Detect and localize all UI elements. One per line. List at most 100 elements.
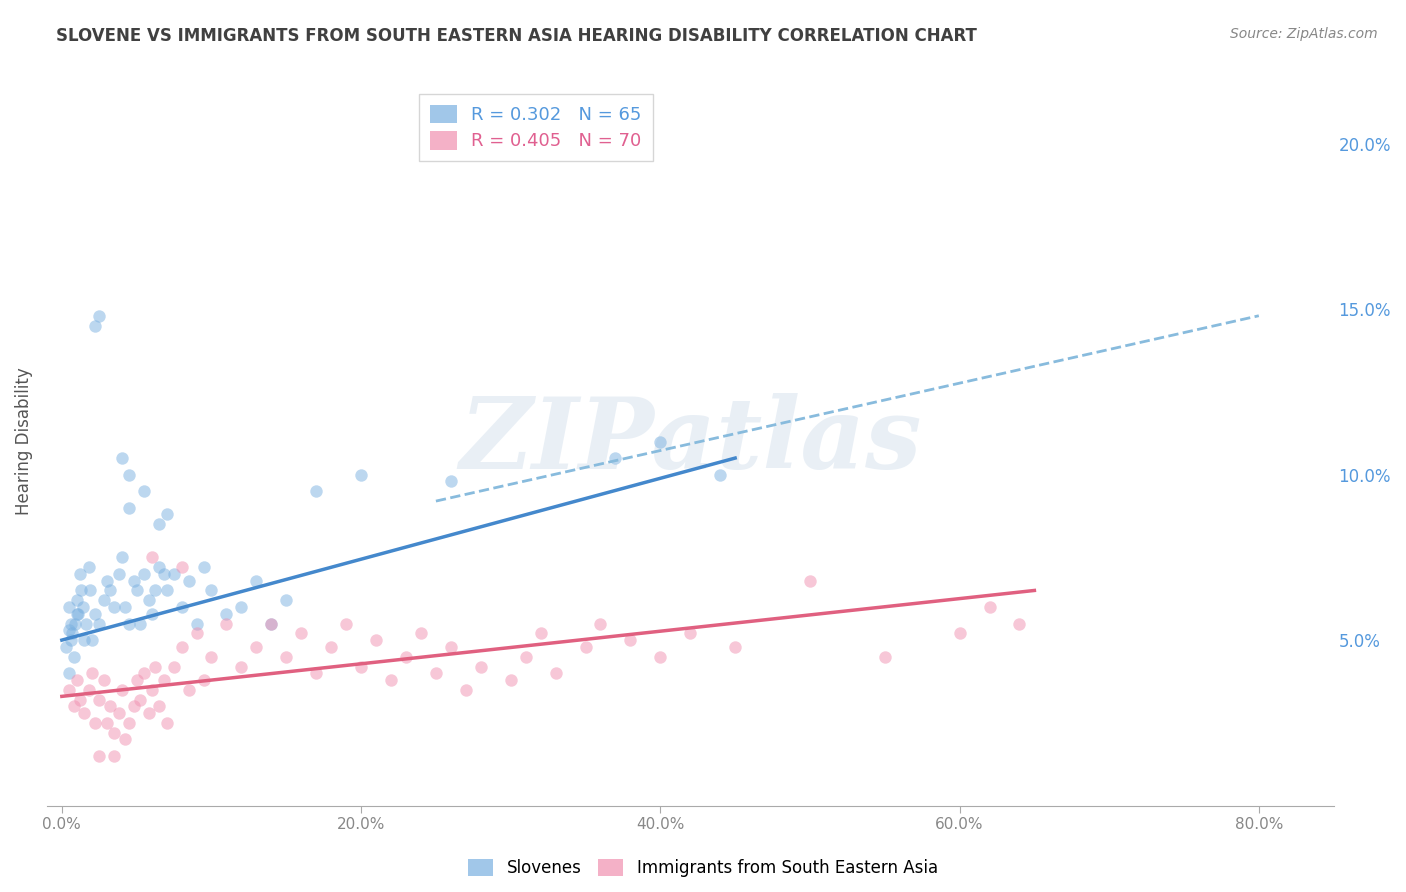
Point <box>409 626 432 640</box>
Point <box>63 699 86 714</box>
Point <box>245 640 267 654</box>
Point <box>440 475 463 489</box>
Point <box>128 692 150 706</box>
Point <box>89 748 111 763</box>
Point <box>170 560 193 574</box>
Point <box>70 583 93 598</box>
Point <box>128 616 150 631</box>
Point <box>979 600 1001 615</box>
Point <box>65 616 87 631</box>
Point <box>170 600 193 615</box>
Point <box>125 583 148 598</box>
Point <box>380 673 402 687</box>
Point <box>138 706 160 720</box>
Point <box>66 673 89 687</box>
Point <box>155 715 177 730</box>
Point <box>103 600 125 615</box>
Point <box>118 500 141 515</box>
Point <box>148 699 170 714</box>
Point <box>186 616 208 631</box>
Point <box>134 484 156 499</box>
Point <box>245 574 267 588</box>
Point <box>134 666 156 681</box>
Point <box>80 633 103 648</box>
Point <box>215 616 238 631</box>
Text: Source: ZipAtlas.com: Source: ZipAtlas.com <box>1230 27 1378 41</box>
Point <box>83 715 105 730</box>
Point <box>215 607 238 621</box>
Point <box>152 673 174 687</box>
Point <box>177 682 200 697</box>
Point <box>59 633 82 648</box>
Point <box>103 726 125 740</box>
Point <box>193 560 215 574</box>
Point <box>122 574 145 588</box>
Point <box>948 626 970 640</box>
Point <box>72 600 94 615</box>
Point <box>155 583 177 598</box>
Point <box>59 616 82 631</box>
Point <box>619 633 641 648</box>
Point <box>111 451 134 466</box>
Point <box>114 732 136 747</box>
Text: SLOVENE VS IMMIGRANTS FROM SOUTH EASTERN ASIA HEARING DISABILITY CORRELATION CHA: SLOVENE VS IMMIGRANTS FROM SOUTH EASTERN… <box>56 27 977 45</box>
Point <box>148 560 170 574</box>
Point <box>873 649 896 664</box>
Point <box>163 566 186 581</box>
Point <box>125 673 148 687</box>
Point <box>425 666 447 681</box>
Point <box>141 550 163 565</box>
Point <box>111 682 134 697</box>
Point <box>260 616 283 631</box>
Point <box>290 626 312 640</box>
Point <box>364 633 387 648</box>
Point <box>134 566 156 581</box>
Legend: R = 0.302   N = 65, R = 0.405   N = 70: R = 0.302 N = 65, R = 0.405 N = 70 <box>419 94 652 161</box>
Legend: Slovenes, Immigrants from South Eastern Asia: Slovenes, Immigrants from South Eastern … <box>461 852 945 884</box>
Point <box>107 566 129 581</box>
Point <box>98 699 121 714</box>
Point <box>709 467 731 482</box>
Point <box>515 649 537 664</box>
Point <box>118 616 141 631</box>
Point <box>89 692 111 706</box>
Point <box>589 616 612 631</box>
Point <box>103 748 125 763</box>
Point <box>58 682 80 697</box>
Point <box>305 666 328 681</box>
Point <box>107 706 129 720</box>
Y-axis label: Hearing Disability: Hearing Disability <box>15 368 32 516</box>
Point <box>530 626 553 640</box>
Point <box>724 640 747 654</box>
Point <box>77 560 100 574</box>
Point <box>58 600 80 615</box>
Point <box>499 673 522 687</box>
Point <box>799 574 821 588</box>
Point <box>89 309 111 323</box>
Point <box>98 583 121 598</box>
Point <box>200 583 222 598</box>
Point <box>177 574 200 588</box>
Point <box>73 706 96 720</box>
Point <box>1008 616 1031 631</box>
Point <box>77 682 100 697</box>
Point <box>650 434 672 449</box>
Point <box>60 626 83 640</box>
Point <box>155 508 177 522</box>
Point <box>114 600 136 615</box>
Point <box>470 659 492 673</box>
Point <box>80 666 103 681</box>
Point <box>67 607 90 621</box>
Point <box>170 640 193 654</box>
Point <box>96 574 118 588</box>
Point <box>148 517 170 532</box>
Point <box>118 715 141 730</box>
Point <box>141 682 163 697</box>
Point <box>231 659 253 673</box>
Point <box>305 484 328 499</box>
Point <box>231 600 253 615</box>
Point <box>544 666 567 681</box>
Point <box>260 616 283 631</box>
Point <box>321 640 343 654</box>
Point <box>335 616 357 631</box>
